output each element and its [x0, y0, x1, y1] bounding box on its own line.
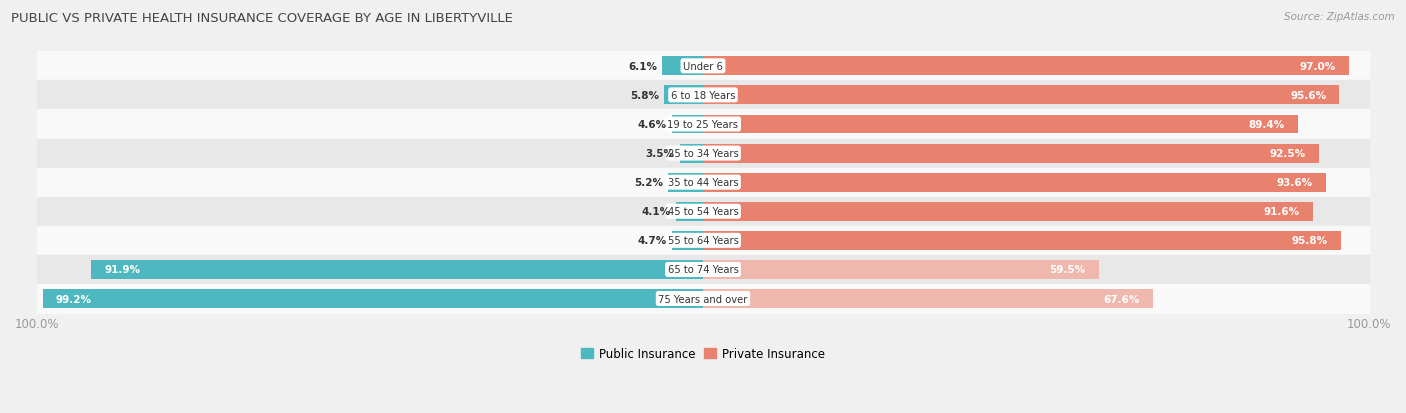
- Text: 92.5%: 92.5%: [1270, 149, 1306, 159]
- Text: 97.0%: 97.0%: [1299, 62, 1336, 71]
- Text: 3.5%: 3.5%: [645, 149, 675, 159]
- Text: 89.4%: 89.4%: [1249, 120, 1285, 130]
- Bar: [672, 115, 703, 134]
- Bar: [91, 260, 703, 279]
- Text: 75 Years and over: 75 Years and over: [658, 294, 748, 304]
- Legend: Public Insurance, Private Insurance: Public Insurance, Private Insurance: [576, 342, 830, 365]
- Bar: [37, 255, 1369, 284]
- Bar: [37, 52, 1369, 81]
- Bar: [703, 260, 1099, 279]
- Text: 35 to 44 Years: 35 to 44 Years: [668, 178, 738, 188]
- Bar: [679, 144, 703, 163]
- Text: 55 to 64 Years: 55 to 64 Years: [668, 236, 738, 246]
- Bar: [37, 226, 1369, 255]
- Bar: [665, 86, 703, 105]
- Bar: [37, 197, 1369, 226]
- Text: PUBLIC VS PRIVATE HEALTH INSURANCE COVERAGE BY AGE IN LIBERTYVILLE: PUBLIC VS PRIVATE HEALTH INSURANCE COVER…: [11, 12, 513, 25]
- Text: 95.6%: 95.6%: [1291, 91, 1326, 101]
- Text: 91.9%: 91.9%: [104, 265, 141, 275]
- Text: 99.2%: 99.2%: [56, 294, 91, 304]
- Text: 6.1%: 6.1%: [628, 62, 657, 71]
- Bar: [703, 115, 1298, 134]
- Text: 4.1%: 4.1%: [641, 207, 671, 217]
- Text: 5.2%: 5.2%: [634, 178, 664, 188]
- Text: 59.5%: 59.5%: [1050, 265, 1085, 275]
- Bar: [668, 173, 703, 192]
- Bar: [703, 290, 1153, 308]
- Bar: [703, 144, 1319, 163]
- Bar: [662, 57, 703, 76]
- Text: 4.7%: 4.7%: [637, 236, 666, 246]
- Text: 91.6%: 91.6%: [1264, 207, 1299, 217]
- Text: 95.8%: 95.8%: [1291, 236, 1327, 246]
- Text: 6 to 18 Years: 6 to 18 Years: [671, 91, 735, 101]
- Bar: [703, 202, 1313, 221]
- Bar: [703, 86, 1340, 105]
- Bar: [37, 139, 1369, 168]
- Bar: [676, 202, 703, 221]
- Bar: [672, 231, 703, 250]
- Text: 65 to 74 Years: 65 to 74 Years: [668, 265, 738, 275]
- Bar: [42, 290, 703, 308]
- Text: 4.6%: 4.6%: [638, 120, 666, 130]
- Bar: [703, 173, 1326, 192]
- Bar: [37, 168, 1369, 197]
- Text: 19 to 25 Years: 19 to 25 Years: [668, 120, 738, 130]
- Bar: [703, 231, 1341, 250]
- Bar: [37, 81, 1369, 110]
- Text: 67.6%: 67.6%: [1104, 294, 1140, 304]
- Text: 93.6%: 93.6%: [1277, 178, 1313, 188]
- Bar: [37, 284, 1369, 313]
- Text: 5.8%: 5.8%: [630, 91, 659, 101]
- Text: Under 6: Under 6: [683, 62, 723, 71]
- Text: Source: ZipAtlas.com: Source: ZipAtlas.com: [1284, 12, 1395, 22]
- Bar: [37, 110, 1369, 139]
- Bar: [703, 57, 1348, 76]
- Text: 25 to 34 Years: 25 to 34 Years: [668, 149, 738, 159]
- Text: 45 to 54 Years: 45 to 54 Years: [668, 207, 738, 217]
